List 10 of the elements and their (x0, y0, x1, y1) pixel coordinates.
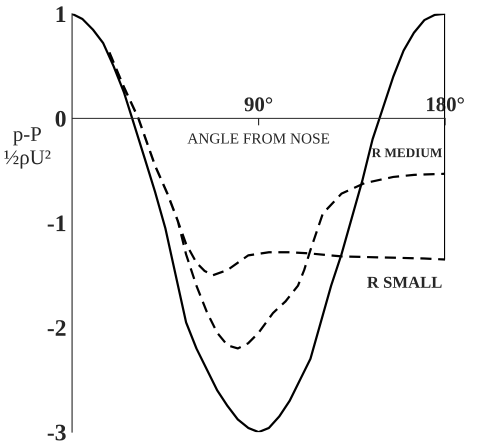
y-tick-label: -1 (48, 216, 66, 232)
x-axis-title: ANGLE FROM NOSE (187, 133, 330, 144)
y-tick-label: -2 (48, 320, 66, 336)
x-tick-label: 90° (244, 97, 272, 112)
y-tick-label: 0 (56, 110, 66, 127)
y-axis-title: p-P ½ρU² (4, 127, 50, 169)
y-tick-label: -3 (48, 424, 66, 441)
y-tick-label: 1 (56, 6, 66, 22)
series-label: R MEDIUM (372, 148, 442, 158)
series-label: R SMALL (367, 276, 442, 288)
